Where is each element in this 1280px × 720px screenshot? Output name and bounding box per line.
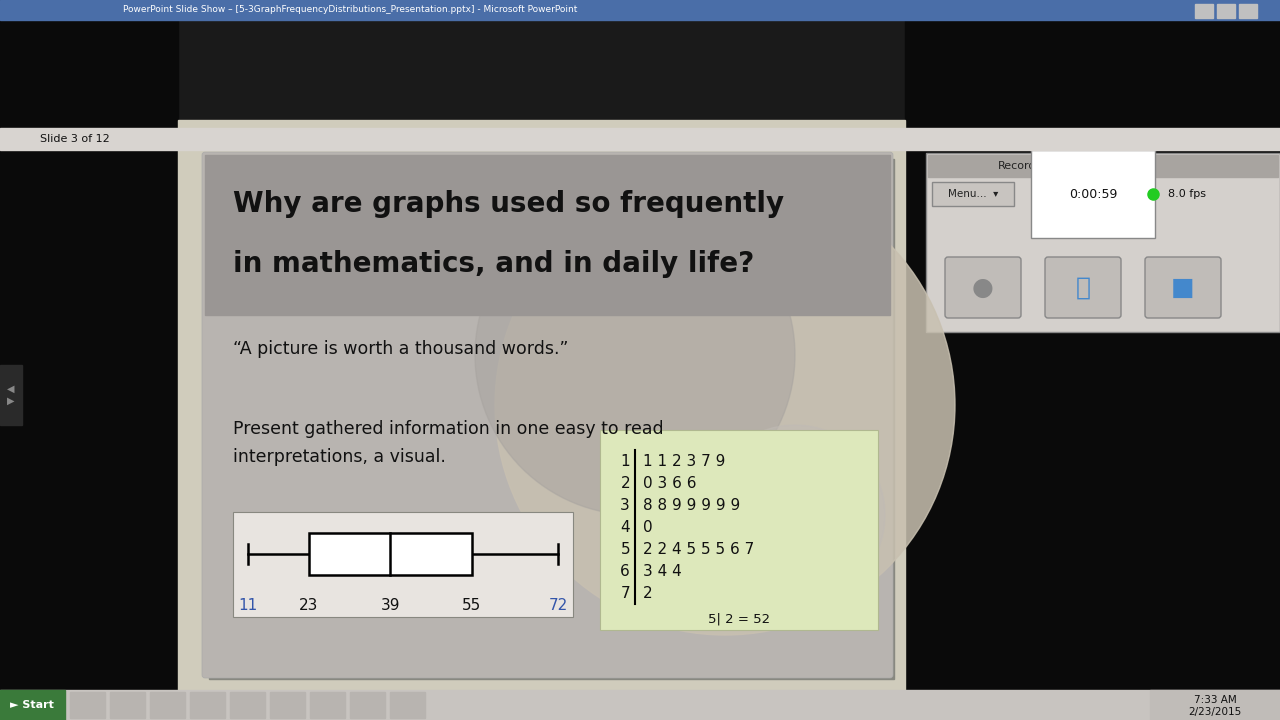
Text: 8 8 9 9 9 9 9: 8 8 9 9 9 9 9 <box>643 498 740 513</box>
Text: 23: 23 <box>300 598 319 613</box>
Bar <box>70 692 105 718</box>
Text: 0 3 6 6: 0 3 6 6 <box>643 475 696 490</box>
Text: 55: 55 <box>462 598 481 613</box>
Text: PowerPoint Slide Show – [5-3GraphFrequencyDistributions_Presentation.pptx] - Mic: PowerPoint Slide Show – [5-3GraphFrequen… <box>123 6 577 14</box>
Bar <box>0 690 1280 720</box>
Text: Recording...: Recording... <box>998 161 1065 171</box>
FancyBboxPatch shape <box>1044 257 1121 318</box>
Text: ●: ● <box>972 276 995 300</box>
Text: 4: 4 <box>621 520 630 534</box>
Text: ► Start: ► Start <box>10 700 54 710</box>
Text: 11: 11 <box>238 598 257 613</box>
Bar <box>390 692 425 718</box>
Bar <box>150 692 186 718</box>
Circle shape <box>705 425 884 605</box>
Text: 2 2 4 5 5 5 6 7: 2 2 4 5 5 5 6 7 <box>643 541 754 557</box>
Text: 5: 5 <box>621 541 630 557</box>
Bar <box>189 692 225 718</box>
Text: 5| 2 = 52: 5| 2 = 52 <box>708 613 771 626</box>
Bar <box>0 0 1280 20</box>
Circle shape <box>475 195 795 515</box>
Text: 3: 3 <box>621 498 630 513</box>
Text: 6: 6 <box>621 564 630 578</box>
Text: 1: 1 <box>621 454 630 469</box>
Text: Menu...  ▾: Menu... ▾ <box>947 189 998 199</box>
Bar <box>308 533 471 575</box>
Bar <box>0 20 178 690</box>
FancyBboxPatch shape <box>1146 257 1221 318</box>
Text: 2: 2 <box>621 475 630 490</box>
Text: ◀
▶: ◀ ▶ <box>8 384 15 406</box>
Bar <box>205 155 890 315</box>
Text: ■: ■ <box>1171 276 1194 300</box>
Text: interpretations, a visual.: interpretations, a visual. <box>233 448 445 466</box>
FancyBboxPatch shape <box>925 153 1280 332</box>
Bar <box>209 159 893 679</box>
Bar <box>110 692 145 718</box>
Text: Present gathered information in one easy to read: Present gathered information in one easy… <box>233 420 663 438</box>
Text: 2/23/2015: 2/23/2015 <box>1188 707 1242 717</box>
FancyBboxPatch shape <box>945 257 1021 318</box>
Bar <box>905 20 1280 690</box>
Bar <box>600 430 878 630</box>
Text: 0:00:59: 0:00:59 <box>1069 187 1117 200</box>
Bar <box>0 128 1280 150</box>
Text: Slide 3 of 12: Slide 3 of 12 <box>40 134 110 144</box>
Text: 0: 0 <box>643 520 653 534</box>
Text: 8.0 fps: 8.0 fps <box>1169 189 1206 199</box>
Bar <box>1239 4 1257 18</box>
Text: 72: 72 <box>548 598 567 613</box>
Bar <box>1217 4 1235 18</box>
Bar <box>230 692 265 718</box>
Text: 2: 2 <box>643 585 653 600</box>
Text: 7:33 AM: 7:33 AM <box>1194 695 1236 705</box>
Text: ⏸: ⏸ <box>1075 276 1091 300</box>
Bar <box>233 512 573 617</box>
Text: “A picture is worth a thousand words.”: “A picture is worth a thousand words.” <box>233 340 568 358</box>
Bar <box>928 155 1277 177</box>
Text: 3 4 4: 3 4 4 <box>643 564 682 578</box>
Bar <box>0 690 65 720</box>
Text: 39: 39 <box>380 598 401 613</box>
Bar <box>178 120 905 690</box>
Text: Why are graphs used so frequently: Why are graphs used so frequently <box>233 190 785 218</box>
Bar <box>1149 690 1280 720</box>
FancyBboxPatch shape <box>932 182 1014 206</box>
Text: in mathematics, and in daily life?: in mathematics, and in daily life? <box>233 250 754 278</box>
Bar <box>1196 4 1213 18</box>
Bar <box>349 692 385 718</box>
Bar <box>310 692 346 718</box>
Bar <box>270 692 305 718</box>
Bar <box>0 365 22 425</box>
FancyBboxPatch shape <box>202 152 893 678</box>
Text: 7: 7 <box>621 585 630 600</box>
Text: 1 1 2 3 7 9: 1 1 2 3 7 9 <box>643 454 726 469</box>
Circle shape <box>495 175 955 635</box>
